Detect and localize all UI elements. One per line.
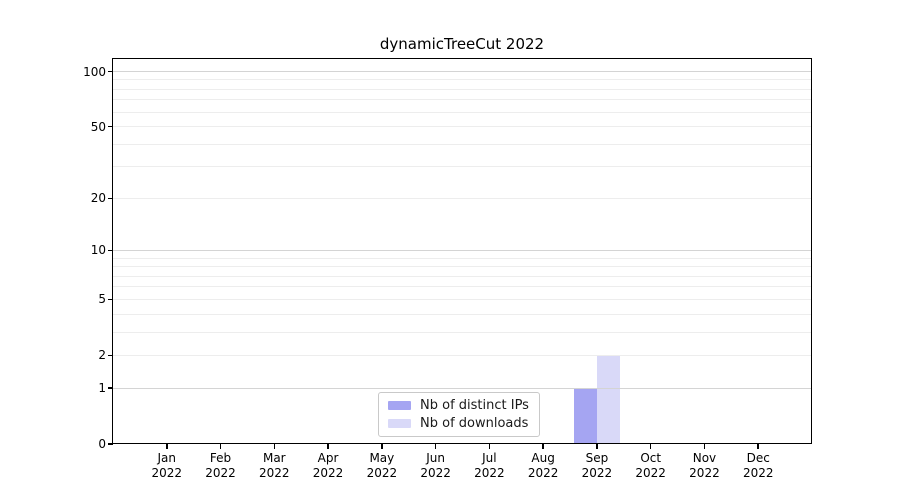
y-gridline-major <box>113 249 812 251</box>
y-gridline-minor <box>113 331 812 333</box>
y-tick-mark <box>108 443 113 445</box>
y-tick-mark <box>108 249 113 252</box>
legend-swatch-distinct-ips <box>388 401 411 410</box>
x-tick-mark <box>542 444 544 449</box>
y-tick-mark <box>108 354 113 357</box>
y-tick-label: 1 <box>98 381 106 396</box>
y-tick-mark <box>108 125 113 128</box>
plot-area <box>112 58 812 444</box>
x-tick-label: Feb 2022 <box>205 451 236 480</box>
legend: Nb of distinct IPs Nb of downloads <box>378 392 540 437</box>
y-gridline-minor <box>113 286 812 288</box>
x-tick-mark <box>166 444 168 449</box>
x-tick-mark <box>219 444 222 449</box>
y-tick-mark <box>108 197 113 200</box>
legend-row: Nb of distinct IPs <box>388 398 529 413</box>
y-gridline-minor <box>113 99 812 101</box>
y-gridline-minor <box>113 79 812 81</box>
x-tick-mark <box>596 444 598 449</box>
legend-label-distinct-ips: Nb of distinct IPs <box>420 398 529 413</box>
x-tick-label: Dec 2022 <box>742 451 774 480</box>
y-gridline-minor <box>113 266 812 268</box>
y-gridline-minor <box>113 166 812 168</box>
y-gridline-minor <box>113 111 812 113</box>
x-tick-label: May 2022 <box>366 451 398 480</box>
x-tick-mark <box>757 444 759 449</box>
bar-nb-of-distinct-ips-sep-2022 <box>573 388 597 444</box>
y-gridline-minor <box>113 88 812 90</box>
x-tick-label: Jul 2022 <box>474 451 505 480</box>
x-tick-mark <box>434 444 437 449</box>
y-tick-mark <box>108 298 113 301</box>
x-tick-label: Nov 2022 <box>689 451 720 480</box>
x-tick-label: Oct 2022 <box>635 451 666 480</box>
y-tick-label: 50 <box>90 119 106 134</box>
bar-nb-of-downloads-sep-2022 <box>596 355 620 444</box>
x-tick-mark <box>273 444 276 449</box>
y-tick-mark <box>108 70 113 73</box>
y-tick-label: 2 <box>98 348 106 363</box>
x-tick-mark <box>327 444 329 449</box>
x-tick-label: Sep 2022 <box>581 451 613 480</box>
x-tick-label: Jun 2022 <box>420 451 451 480</box>
y-gridline-minor <box>113 313 812 315</box>
y-tick-label: 20 <box>90 191 106 206</box>
legend-row: Nb of downloads <box>388 416 529 431</box>
y-gridline-major <box>113 387 812 389</box>
x-tick-label: Aug 2022 <box>527 451 559 480</box>
y-tick-label: 100 <box>83 64 106 79</box>
y-gridline-major <box>113 71 812 73</box>
legend-swatch-downloads <box>388 419 411 428</box>
x-tick-label: Apr 2022 <box>312 451 344 480</box>
y-gridline-minor <box>113 126 812 128</box>
x-tick-mark <box>488 444 491 449</box>
x-tick-label: Jan 2022 <box>151 451 183 480</box>
y-tick-mark <box>108 387 113 389</box>
chart-title: dynamicTreeCut 2022 <box>379 35 545 53</box>
y-gridline-minor <box>113 197 812 199</box>
x-tick-mark <box>649 444 652 449</box>
y-gridline-minor <box>113 275 812 277</box>
y-tick-label: 5 <box>98 292 106 307</box>
y-gridline-minor <box>113 257 812 259</box>
x-tick-mark <box>381 444 383 449</box>
y-gridline-minor <box>113 354 812 356</box>
y-gridline-minor <box>113 143 812 145</box>
y-tick-label: 0 <box>98 437 106 451</box>
x-tick-label: Mar 2022 <box>259 451 290 480</box>
y-gridline-minor <box>113 298 812 300</box>
x-tick-mark <box>703 444 706 449</box>
legend-label-downloads: Nb of downloads <box>420 416 529 431</box>
y-tick-label: 10 <box>90 243 106 258</box>
